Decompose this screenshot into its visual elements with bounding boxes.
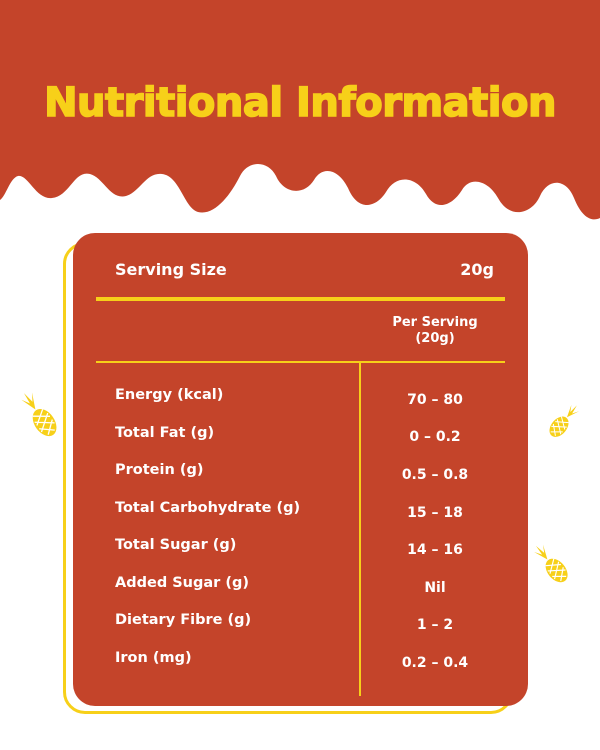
nutrient-label: Energy (kcal) [115, 387, 224, 403]
divider-thin [96, 361, 505, 363]
page-title: Nutritional Information [43, 79, 557, 127]
pineapple-icon [549, 404, 580, 437]
nutrient-label: Protein (g) [115, 462, 204, 478]
nutrient-value: 15 – 18 [407, 505, 463, 521]
nutrient-label: Total Fat (g) [115, 425, 215, 441]
nutrient-label: Added Sugar (g) [115, 575, 250, 591]
top-wave-banner [0, 0, 600, 220]
divider-thick [96, 297, 505, 301]
nutrient-value: Nil [424, 580, 446, 596]
serving-size-label: Serving Size [115, 260, 227, 279]
per-serving-line1: Per Serving [392, 315, 478, 330]
nutrient-label: Iron (mg) [115, 650, 192, 666]
nutrient-value: 70 – 80 [407, 392, 463, 408]
nutrient-label: Total Sugar (g) [115, 537, 237, 553]
nutrient-value: 0 – 0.2 [409, 429, 461, 445]
per-serving-header: Per Serving (20g) [363, 315, 507, 347]
nutrient-label: Total Carbohydrate (g) [115, 500, 301, 516]
pineapple-icon [21, 392, 57, 437]
nutrient-value: 1 – 2 [416, 617, 454, 633]
column-divider [359, 363, 361, 696]
nutrient-label: Dietary Fibre (g) [115, 612, 252, 628]
nutrient-value: 14 – 16 [407, 542, 463, 558]
nutrient-value: 0.2 – 0.4 [401, 655, 469, 671]
nutrient-value: 0.5 – 0.8 [401, 467, 469, 483]
nutrition-card: Serving Size 20g Per Serving (20g) Energ… [73, 233, 528, 706]
per-serving-line2: (20g) [415, 331, 455, 346]
pineapple-icon [534, 544, 568, 583]
serving-size-value: 20g [460, 260, 494, 279]
